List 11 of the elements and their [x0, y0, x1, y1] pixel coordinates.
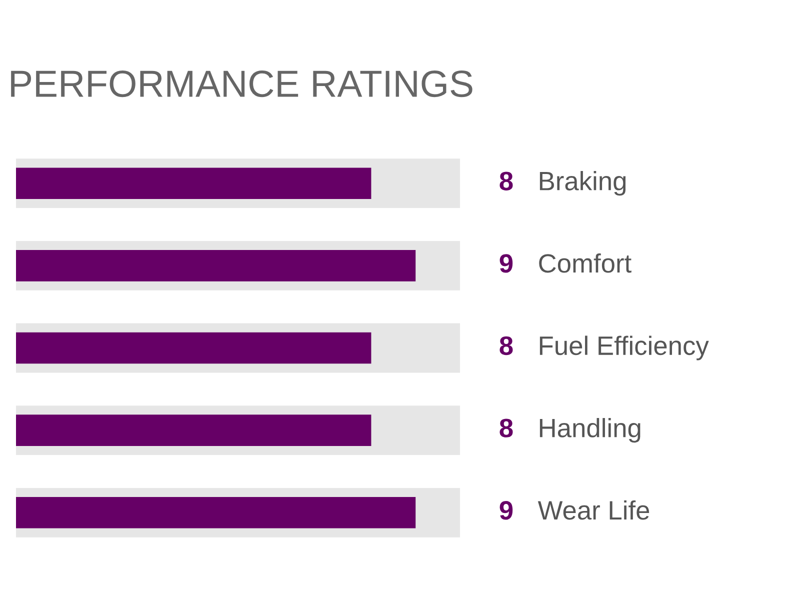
chart-title: PERFORMANCE RATINGS: [11, 70, 472, 98]
y-tick-label: Comfort: [539, 253, 632, 273]
y-tick-label: Handling: [540, 418, 640, 443]
data-label: 8: [500, 336, 513, 356]
y-tick-label: Fuel Efficiency: [540, 336, 709, 360]
y-tick-label: Braking: [540, 171, 626, 196]
data-label: 9: [500, 254, 513, 273]
data-label: 8: [500, 172, 513, 190]
data-label: 8: [500, 418, 513, 438]
y-tick-label: Wear Life: [538, 500, 650, 520]
data-label: 9: [500, 501, 513, 520]
